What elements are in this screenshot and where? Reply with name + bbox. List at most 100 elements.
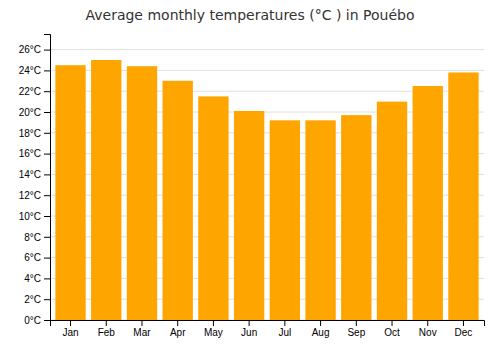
y-tick-mark [44,216,50,217]
y-tick-label: 26°C [19,44,41,55]
bar [163,81,193,320]
y-tick-label: 20°C [19,107,41,118]
y-tick-mark [44,70,50,71]
x-tick-mark [284,320,285,326]
y-tick-label: 14°C [19,169,41,180]
y-tick-label: 18°C [19,128,41,139]
y-tick: 14°C [19,169,50,180]
x-tick-label: Jul [278,327,291,338]
y-tick-label: 24°C [19,65,41,76]
grid [50,50,484,320]
y-tick: 24°C [19,65,50,76]
x-tick-mark [70,320,71,326]
y-tick-label: 12°C [19,190,41,201]
y-axis: 0°C 2°C 4°C 6°C 8°C 10°C 12°C 14°C 16°C 18°C 20°C 2… [19,35,51,326]
grid-line [50,49,484,50]
bar [198,96,228,320]
bar [234,111,264,320]
x-tick-label: May [204,327,223,338]
y-tick-mark [44,112,50,113]
x-tick-mark [356,320,357,326]
y-tick: 6°C [24,252,50,263]
y-tick-label: 10°C [19,211,41,222]
y-tick-mark [44,320,50,321]
y-tick-mark [44,278,50,279]
y-tick-mark [44,91,50,92]
y-tick-mark [44,50,50,51]
x-tick-mark [463,320,464,326]
x-tick-label: Dec [455,327,473,338]
x-tick: Jul [278,320,291,338]
y-tick: 18°C [19,128,50,139]
x-tick: Sep [347,320,365,338]
y-tick-label: 0°C [24,315,41,326]
bar [413,86,443,320]
y-tick: 22°C [19,86,50,97]
x-tick-label: Jun [241,327,257,338]
x-tick-mark [106,320,107,326]
x-tick-label: Sep [347,327,365,338]
y-tick-label: 8°C [24,232,41,243]
y-tick: 12°C [19,190,50,201]
x-tick-label: Aug [312,327,330,338]
x-tick: Aug [312,320,330,338]
bar [341,115,371,320]
bar [377,102,407,320]
x-tick: Feb [98,320,116,338]
bar [305,120,335,320]
y-tick-mark [44,195,50,196]
y-tick-mark [44,174,50,175]
x-tick-mark [213,320,214,326]
x-axis: Jan Feb Mar Apr May Jun Jul Aug Sep Oct Nov Dec [51,320,485,338]
y-tick: 20°C [19,107,50,118]
x-tick: Dec [455,320,473,338]
x-tick: Apr [170,320,186,338]
y-tick-mark [44,299,50,300]
plot: 0°C 2°C 4°C 6°C 8°C 10°C 12°C 14°C 16°C 18°C 20°C 2… [19,35,485,339]
y-tick: 8°C [24,232,50,243]
bar [270,120,300,320]
y-tick: 0°C [24,315,50,326]
x-tick-label: Apr [170,327,186,338]
x-axis-line [51,321,485,327]
y-tick: 2°C [24,294,50,305]
y-tick-mark [44,133,50,134]
x-tick-mark [141,320,142,326]
x-tick: May [204,320,223,338]
y-tick-mark [44,237,50,238]
y-axis-line [44,35,51,321]
bar [91,60,121,320]
x-tick-label: Feb [98,327,116,338]
x-tick-label: Oct [384,327,400,338]
x-tick: Mar [133,320,151,338]
y-tick-label: 16°C [19,148,41,159]
x-tick-label: Jan [62,327,78,338]
bar [127,66,157,320]
x-tick-mark [392,320,393,326]
x-tick: Oct [384,320,400,338]
x-tick-mark [320,320,321,326]
y-tick-label: 4°C [24,273,41,284]
x-tick-mark [427,320,428,326]
x-tick-label: Nov [419,327,437,338]
y-tick-label: 2°C [24,294,41,305]
y-tick-mark [44,258,50,259]
x-tick: Jun [241,320,257,338]
x-tick-label: Mar [133,327,151,338]
x-tick-mark [177,320,178,326]
bar [55,65,85,320]
bars [55,60,478,320]
x-tick: Jan [62,320,78,338]
x-tick-mark [249,320,250,326]
y-tick-label: 6°C [24,252,41,263]
y-tick: 26°C [19,44,50,55]
y-tick: 4°C [24,273,50,284]
bar [448,72,478,320]
y-tick: 10°C [19,211,50,222]
y-tick-mark [44,154,50,155]
y-tick-label: 22°C [19,86,41,97]
y-tick: 16°C [19,148,50,159]
chart: 0°C 2°C 4°C 6°C 8°C 10°C 12°C 14°C 16°C 18°C 20°C 2… [0,0,500,350]
x-tick: Nov [419,320,437,338]
title: Average monthly temperatures (°C ) in Po… [85,7,414,23]
